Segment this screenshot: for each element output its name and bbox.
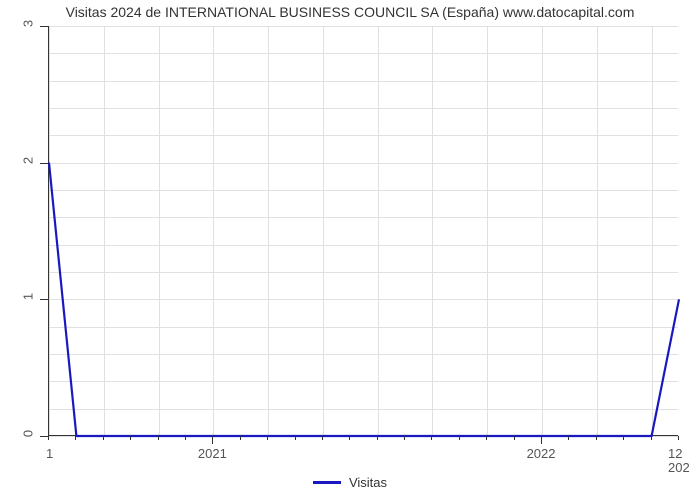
x-axis-tick-minor	[240, 436, 241, 440]
y-axis-tick-label: 2	[21, 150, 36, 170]
x-axis-tick-minor	[349, 436, 350, 440]
x-axis-tick-major	[541, 436, 542, 444]
x-axis-tick-minor	[651, 436, 652, 440]
x-axis-tick-label: 2021	[198, 446, 227, 461]
x-axis-left-corner-label: 1	[46, 446, 53, 461]
chart-container: Visitas 2024 de INTERNATIONAL BUSINESS C…	[0, 0, 700, 500]
y-axis-tick-label: 0	[21, 424, 36, 444]
x-axis-tick-minor	[295, 436, 296, 440]
x-axis-tick-minor	[678, 436, 679, 440]
x-axis-tick-minor	[377, 436, 378, 440]
y-axis-tick	[40, 163, 48, 164]
x-axis-tick-minor	[103, 436, 104, 440]
chart-title: Visitas 2024 de INTERNATIONAL BUSINESS C…	[0, 4, 700, 20]
x-axis-tick-minor	[185, 436, 186, 440]
legend: Visitas	[0, 474, 700, 490]
y-axis-tick	[40, 436, 48, 437]
y-axis-tick-label: 1	[21, 287, 36, 307]
x-axis-tick-minor	[322, 436, 323, 440]
x-axis-tick-minor	[514, 436, 515, 440]
series-line	[49, 26, 679, 436]
y-axis-tick-label: 3	[21, 14, 36, 34]
x-axis-tick-minor	[486, 436, 487, 440]
x-axis-tick-minor	[459, 436, 460, 440]
x-axis-tick-label: 2022	[527, 446, 556, 461]
x-axis-tick-minor	[48, 436, 49, 440]
legend-swatch	[313, 481, 341, 484]
legend-label: Visitas	[349, 475, 387, 490]
x-axis-tick-major	[212, 436, 213, 444]
x-axis-right-corner-label: 202	[668, 460, 690, 475]
plot-area	[48, 26, 678, 436]
x-axis-tick-minor	[267, 436, 268, 440]
y-axis-tick	[40, 26, 48, 27]
x-axis-tick-minor	[158, 436, 159, 440]
x-axis-tick-minor	[431, 436, 432, 440]
x-axis-right-corner-label: 12	[668, 446, 682, 461]
x-axis-tick-minor	[404, 436, 405, 440]
x-axis-tick-minor	[75, 436, 76, 440]
x-axis-tick-minor	[596, 436, 597, 440]
y-axis-tick	[40, 299, 48, 300]
x-axis-tick-minor	[130, 436, 131, 440]
x-axis-tick-minor	[623, 436, 624, 440]
x-axis-tick-minor	[568, 436, 569, 440]
